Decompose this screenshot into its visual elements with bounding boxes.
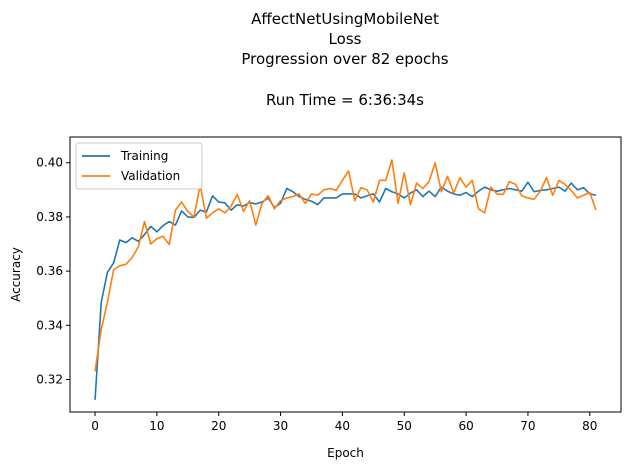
x-tick-label: 70 <box>520 419 535 433</box>
title-line: Progression over 82 epochs <box>241 50 448 68</box>
y-tick-label: 0.38 <box>36 210 63 224</box>
y-tick-label: 0.36 <box>36 264 63 278</box>
x-tick-label: 50 <box>397 419 412 433</box>
x-tick-label: 40 <box>335 419 350 433</box>
x-tick-label: 0 <box>91 419 99 433</box>
title-line: Loss <box>329 30 362 48</box>
plot-frame <box>69 136 622 413</box>
title-line: Run Time = 6:36:34s <box>266 91 424 109</box>
x-axis-ticks: 0 10 20 30 40 50 60 70 80 <box>91 412 597 433</box>
y-tick-label: 0.40 <box>36 156 63 170</box>
x-tick-label: 20 <box>211 419 226 433</box>
legend-entry: Validation <box>121 169 180 183</box>
x-tick-label: 30 <box>273 419 288 433</box>
title-line: AffectNetUsingMobileNet <box>251 10 439 28</box>
series-line-validation <box>94 159 597 372</box>
x-axis-label: Epoch <box>327 446 364 460</box>
x-tick-label: 60 <box>458 419 473 433</box>
legend-entry: Training <box>120 149 168 163</box>
legend: Training Validation <box>75 142 203 190</box>
y-tick-label: 0.34 <box>36 318 63 332</box>
chart-title: AffectNetUsingMobileNet Loss Progression o… <box>241 10 448 109</box>
x-tick-label: 80 <box>582 419 597 433</box>
x-tick-label: 10 <box>149 419 164 433</box>
y-axis-label: Accuracy <box>9 247 23 302</box>
legend-box <box>75 142 203 190</box>
series-line-training <box>94 181 597 400</box>
y-tick-label: 0.32 <box>36 372 63 386</box>
y-axis-ticks: 0.32 0.34 0.36 0.38 0.40 <box>36 156 70 386</box>
series-lines <box>94 159 597 400</box>
